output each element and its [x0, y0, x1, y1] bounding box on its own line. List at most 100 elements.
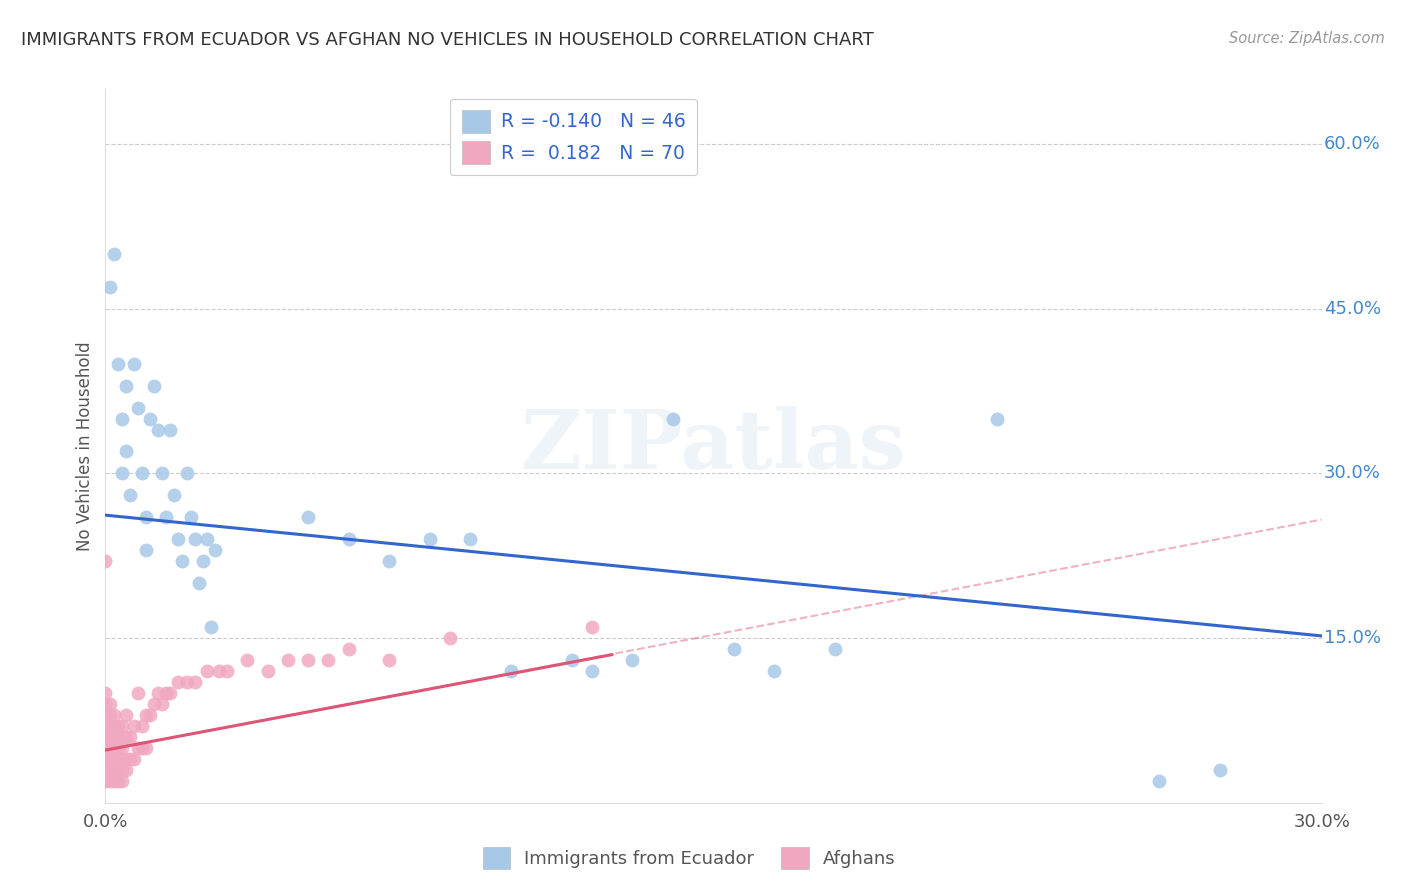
Point: [176, 675, 198, 690]
Point: [114, 763, 136, 777]
Point: [318, 653, 340, 667]
Point: [499, 664, 522, 678]
Point: [114, 730, 136, 744]
Point: [167, 675, 190, 690]
Point: [94, 763, 117, 777]
Point: [183, 675, 205, 690]
Point: [135, 740, 157, 755]
Point: [143, 378, 166, 392]
Point: [297, 510, 319, 524]
Point: [122, 357, 145, 371]
Point: [98, 763, 121, 777]
Point: [111, 467, 134, 481]
Point: [94, 686, 117, 700]
Point: [94, 752, 117, 766]
Point: [439, 631, 461, 645]
Point: [581, 620, 603, 634]
Point: [94, 740, 117, 755]
Point: [378, 554, 401, 568]
Point: [98, 708, 121, 723]
Point: [277, 653, 299, 667]
Point: [187, 576, 209, 591]
Point: [107, 763, 129, 777]
Point: [143, 697, 166, 711]
Point: [135, 510, 157, 524]
Point: [208, 664, 231, 678]
Point: [98, 280, 121, 294]
Point: [163, 488, 186, 502]
Text: 15.0%: 15.0%: [1324, 629, 1381, 647]
Point: [94, 697, 117, 711]
Point: [107, 719, 129, 733]
Point: [98, 719, 121, 733]
Point: [114, 378, 136, 392]
Text: 45.0%: 45.0%: [1324, 300, 1381, 318]
Point: [191, 554, 214, 568]
Point: [94, 773, 117, 788]
Point: [621, 653, 644, 667]
Text: Source: ZipAtlas.com: Source: ZipAtlas.com: [1229, 31, 1385, 46]
Point: [146, 686, 169, 700]
Point: [107, 752, 129, 766]
Point: [98, 740, 121, 755]
Point: [118, 488, 141, 502]
Point: [98, 730, 121, 744]
Point: [150, 467, 173, 481]
Point: [127, 401, 149, 415]
Point: [986, 411, 1008, 425]
Point: [581, 664, 603, 678]
Point: [111, 763, 134, 777]
Point: [723, 642, 745, 657]
Text: 30.0%: 30.0%: [1324, 465, 1381, 483]
Point: [337, 533, 360, 547]
Point: [195, 664, 218, 678]
Point: [204, 543, 226, 558]
Point: [111, 740, 134, 755]
Point: [824, 642, 846, 657]
Point: [118, 752, 141, 766]
Point: [150, 697, 173, 711]
Point: [107, 740, 129, 755]
Text: ZIPatlas: ZIPatlas: [520, 406, 907, 486]
Point: [180, 510, 202, 524]
Point: [662, 411, 685, 425]
Point: [1149, 773, 1171, 788]
Point: [114, 444, 136, 458]
Point: [127, 686, 149, 700]
Point: [155, 686, 177, 700]
Point: [419, 533, 441, 547]
Legend: Immigrants from Ecuador, Afghans: Immigrants from Ecuador, Afghans: [475, 839, 903, 876]
Point: [114, 752, 136, 766]
Point: [94, 554, 117, 568]
Point: [139, 411, 162, 425]
Point: [103, 752, 125, 766]
Point: [103, 247, 125, 261]
Point: [103, 719, 125, 733]
Point: [236, 653, 259, 667]
Y-axis label: No Vehicles in Household: No Vehicles in Household: [76, 341, 94, 551]
Point: [107, 357, 129, 371]
Point: [127, 740, 149, 755]
Point: [135, 543, 157, 558]
Point: [297, 653, 319, 667]
Point: [131, 467, 153, 481]
Text: 60.0%: 60.0%: [1324, 135, 1381, 153]
Point: [131, 719, 153, 733]
Point: [200, 620, 222, 634]
Point: [98, 773, 121, 788]
Point: [94, 719, 117, 733]
Point: [94, 730, 117, 744]
Point: [103, 708, 125, 723]
Point: [256, 664, 278, 678]
Point: [176, 467, 198, 481]
Point: [114, 708, 136, 723]
Point: [131, 740, 153, 755]
Point: [122, 719, 145, 733]
Point: [763, 664, 786, 678]
Point: [155, 510, 177, 524]
Point: [561, 653, 583, 667]
Point: [378, 653, 401, 667]
Point: [139, 708, 162, 723]
Point: [159, 423, 181, 437]
Point: [98, 697, 121, 711]
